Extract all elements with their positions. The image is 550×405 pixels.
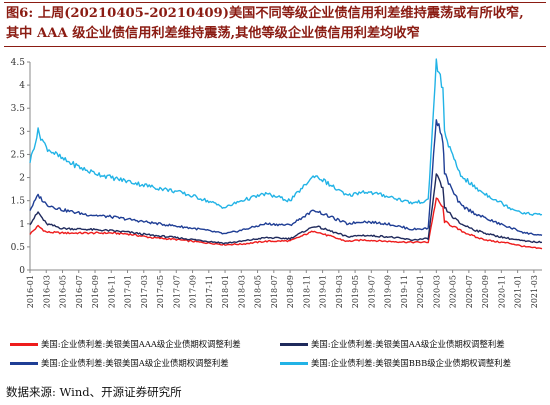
y-tick-label: 3.5 [11,104,26,114]
title-line-2: 其中 AAA 级企业债信用利差维持震荡,其他等级企业债信用利差均收窄 [6,26,420,41]
x-tick-label: 2017-01 [124,275,133,308]
x-tick-label: 2019-11 [400,275,409,308]
x-tick-label: 2016-01 [26,275,35,308]
x-tick-label: 2016-11 [107,275,116,308]
x-tick-label: 2020-09 [481,275,490,308]
x-tick-label: 2018-05 [254,275,263,308]
legend-label-aaa: 美国:企业债利差:美银美国AAA级企业债期权调整利差 [41,339,241,349]
legend-item-bbb: 美国:企业债利差:美银美国BBB级企业债期权调整利差 [280,357,511,369]
legend-label-aa: 美国:企业债利差:美银美国AA级企业债期权调整利差 [311,339,505,349]
x-tick-label: 2017-03 [140,275,149,308]
x-tick-label: 2016-07 [75,275,84,308]
y-tick-label: 4.5 [11,58,26,68]
x-tick-label: 2018-11 [302,275,311,308]
x-tick-label: 2021-03 [530,275,539,308]
legend-swatch-aa [280,342,308,346]
x-tick-label: 2020-07 [465,275,474,308]
x-tick-label: 2016-05 [59,275,68,308]
x-tick-label: 2021-01 [514,275,523,308]
y-tick-label: 3 [19,127,25,137]
series-line-aa [29,173,543,245]
x-tick-label: 2017-05 [156,275,165,308]
x-tick-label: 2019-09 [384,275,393,308]
chart-title: 图6: 上周(20210405-20210409)美国不同等级企业债信用利差维持… [6,4,546,44]
x-tick-label: 2019-07 [367,275,376,308]
x-tick-label: 2018-07 [270,275,279,308]
y-tick-label: 1.5 [11,197,26,207]
y-tick-label: 2 [19,174,25,184]
series-line-bbb [29,58,543,216]
y-tick-label: 1 [19,220,25,230]
legend-swatch-a [10,361,38,365]
legend-swatch-aaa [10,342,38,346]
x-tick-label: 2019-01 [319,275,328,308]
y-tick-label: 0.5 [11,243,26,253]
x-tick-label: 2016-03 [42,275,51,308]
x-tick-label: 2020-01 [416,275,425,308]
chart-legend: 美国:企业债利差:美银美国AAA级企业债期权调整利差 美国:企业债利差:美银美国… [10,338,545,378]
x-tick-label: 2020-11 [497,275,506,308]
title-rule [4,46,546,47]
x-tick-label: 2017-11 [205,275,214,308]
x-tick-label: 2020-03 [432,275,441,308]
legend-swatch-bbb [280,361,308,365]
x-tick-label: 2019-05 [351,275,360,308]
x-tick-label: 2019-03 [335,275,344,308]
series-line-aaa [29,197,543,250]
x-tick-label: 2018-01 [221,275,230,308]
x-tick-label: 2018-09 [286,275,295,308]
x-tick-label: 2016-09 [91,275,100,308]
x-tick-label: 2017-09 [189,275,198,308]
legend-item-aaa: 美国:企业债利差:美银美国AAA级企业债期权调整利差 [10,338,241,350]
y-tick-label: 2.5 [11,150,26,160]
x-tick-label: 2017-07 [172,275,181,308]
data-source: 数据来源: Wind、开源证券研究所 [6,385,182,399]
legend-label-a: 美国:企业债利差:美银美国A级企业债期权调整利差 [41,358,229,368]
y-tick-label: 0 [19,266,25,276]
y-tick-label: 4 [19,81,25,91]
legend-item-a: 美国:企业债利差:美银美国A级企业债期权调整利差 [10,357,229,369]
x-tick-label: 2020-05 [449,275,458,308]
top-rule [4,2,546,3]
title-line-1: 图6: 上周(20210405-20210409)美国不同等级企业债信用利差维持… [6,6,524,21]
legend-label-bbb: 美国:企业债利差:美银美国BBB级企业债期权调整利差 [311,358,511,368]
series-line-a [29,119,543,236]
legend-item-aa: 美国:企业债利差:美银美国AA级企业债期权调整利差 [280,338,505,350]
x-tick-label: 2018-03 [237,275,246,308]
